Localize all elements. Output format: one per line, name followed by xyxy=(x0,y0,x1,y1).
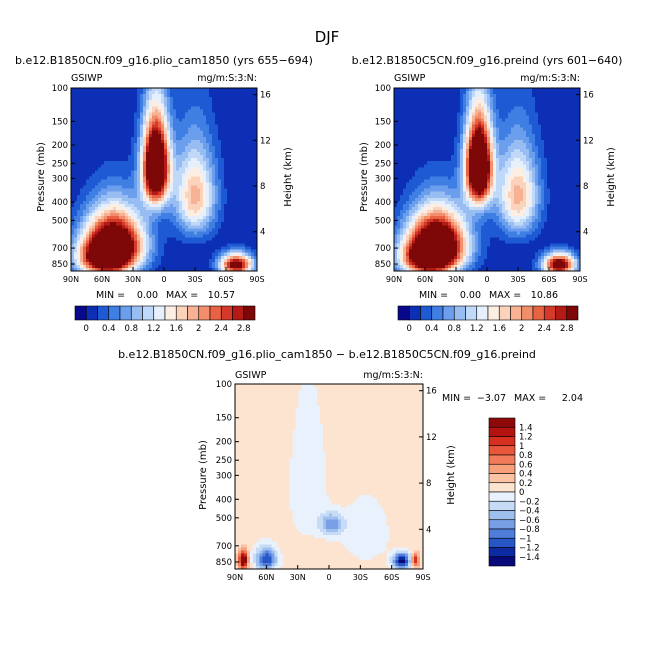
colorbar-tick-label: 1.2 xyxy=(147,324,161,334)
y2-tick-label: 4 xyxy=(260,228,265,238)
figure-canvas: DJF b.e12.B1850CN.f09_g16.plio_cam1850 (… xyxy=(0,0,654,654)
y-tick-label: 400 xyxy=(52,198,68,208)
panel-plio: b.e12.B1850CN.f09_g16.plio_cam1850 (yrs … xyxy=(15,54,313,334)
x-tick-label: 60N xyxy=(94,275,110,284)
colorbar-tick-label: 0.8 xyxy=(124,324,138,334)
colorbar-swatch xyxy=(176,306,187,320)
colorbar-tick-label: 2.8 xyxy=(237,324,251,334)
max-value: 10.57 xyxy=(208,290,235,301)
colorbar-swatch xyxy=(154,306,165,320)
plot-area: 10015020025030040050070085016128490N 60N 3… xyxy=(375,84,594,284)
panel-preind: b.e12.B1850C5CN.f09_g16.preind (yrs 601−… xyxy=(352,54,623,334)
colorbar-swatch xyxy=(120,306,131,320)
colorbar-tick-label: 2 xyxy=(196,324,201,334)
x-tick-label: 90N xyxy=(63,275,79,284)
colorbar-swatch xyxy=(109,306,120,320)
colorbar-swatch xyxy=(244,306,255,320)
y-tick-label: 300 xyxy=(52,174,68,184)
y-tick-label: 850 xyxy=(52,260,68,270)
plot-area: 100 150 200 250 300 400 500 700 850 16 12 8 4 90N 60N 3… xyxy=(52,84,271,284)
y-tick-label: 100 xyxy=(52,84,68,94)
colorbar-tick-label: 1.6 xyxy=(169,324,183,334)
colorbar-swatch xyxy=(210,306,221,320)
y2-tick-label: 8 xyxy=(260,182,265,192)
x-tick-label: 30N xyxy=(125,275,141,284)
colorbar-swatch xyxy=(221,306,232,320)
y2-axis-label: Height (km) xyxy=(606,147,617,207)
x-tick-label: 90S xyxy=(249,275,264,284)
panel-title: b.e12.B1850C5CN.f09_g16.preind (yrs 601−… xyxy=(352,54,623,67)
min-label: MIN = xyxy=(96,290,125,301)
y-tick-label: 700 xyxy=(52,244,68,254)
y-tick-label: 150 xyxy=(52,117,68,127)
y-tick-label: 250 xyxy=(52,159,68,169)
figure-title: DJF xyxy=(315,28,340,46)
x-tick-label: 60S xyxy=(218,275,233,284)
field-fill xyxy=(71,88,258,272)
y-tick-label: 200 xyxy=(52,141,68,151)
y2-tick-label: 16 xyxy=(260,91,271,101)
colorbar-swatch xyxy=(165,306,176,320)
colorbar-swatch xyxy=(143,306,154,320)
y-axis-label: Pressure (mb) xyxy=(36,142,47,212)
colorbar-swatch xyxy=(131,306,142,320)
min-value: 0.00 xyxy=(137,290,158,301)
colorbar-swatch xyxy=(75,306,86,320)
colorbar-swatch xyxy=(233,306,244,320)
colorbar-tick-label: 0 xyxy=(84,324,89,334)
x-tick-label: 30S xyxy=(187,275,202,284)
units-label: mg/m:S:3:N: xyxy=(520,73,580,84)
colorbar-tick-label: 2.4 xyxy=(214,324,228,334)
y-axis-label: Pressure (mb) xyxy=(359,142,370,212)
min-max-readout: MIN = 0.00 MAX = 10.57 xyxy=(96,290,235,301)
y2-axis-label: Height (km) xyxy=(283,147,294,207)
field-fill xyxy=(394,88,581,272)
y-tick-label: 500 xyxy=(52,216,68,226)
colorbar-swatch xyxy=(86,306,97,320)
panel-title: b.e12.B1850CN.f09_g16.plio_cam1850 (yrs … xyxy=(15,54,313,67)
colorbar-tick-label: 0.4 xyxy=(102,324,116,334)
field-name: GSIWP xyxy=(394,73,426,84)
colorbar-swatch xyxy=(188,306,199,320)
colorbar-swatch xyxy=(98,306,109,320)
colorbar-swatch xyxy=(199,306,210,320)
field-name: GSIWP xyxy=(71,73,103,84)
x-tick-label: 0 xyxy=(161,275,166,284)
max-label: MAX = xyxy=(166,290,198,301)
y2-tick-label: 12 xyxy=(260,136,271,146)
colorbar: 0 0.4 0.8 1.2 1.6 2 2.4 2.8 xyxy=(75,306,255,334)
units-label: mg/m:S:3:N: xyxy=(197,73,257,84)
